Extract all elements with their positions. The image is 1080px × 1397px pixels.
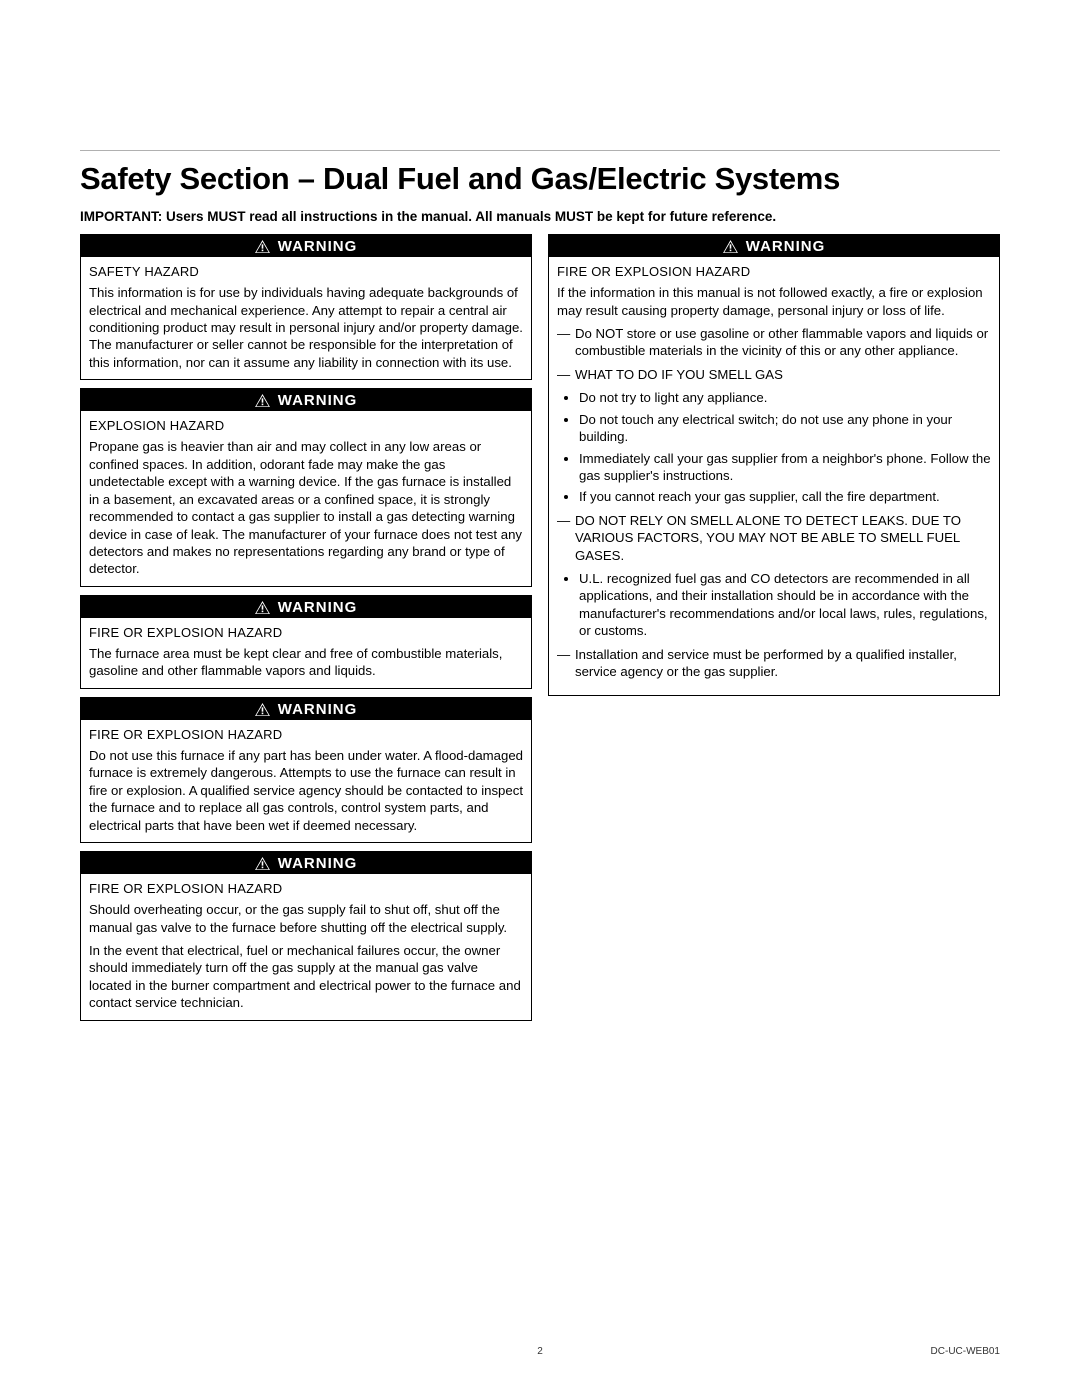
top-rule [80,150,1000,151]
warning-text: This information is for use by individua… [89,284,523,371]
bullet-item: Immediately call your gas supplier from … [579,450,991,485]
warning-icon [255,240,270,253]
warning-box: WARNING EXPLOSION HAZARD Propane gas is … [80,388,532,587]
warning-box: WARNING SAFETY HAZARD This information i… [80,234,532,380]
dash-icon: — [557,646,575,681]
warning-label: WARNING [278,238,358,255]
dash-text: Do NOT store or use gasoline or other fl… [575,325,991,360]
warning-box: WARNING FIRE OR EXPLOSION HAZARD Do not … [80,697,532,843]
bullet-list: U.L. recognized fuel gas and CO detector… [557,570,991,640]
dash-text: WHAT TO DO IF YOU SMELL GAS [575,366,991,383]
dash-icon: — [557,512,575,564]
important-note: IMPORTANT: Users MUST read all instructi… [80,209,1000,224]
page-number: 2 [80,1346,1000,1357]
hazard-title: FIRE OR EXPLOSION HAZARD [89,726,523,743]
warning-text: In the event that electrical, fuel or me… [89,942,523,1012]
hazard-title: SAFETY HAZARD [89,263,523,280]
warning-text: If the information in this manual is not… [557,284,991,319]
warning-icon [723,240,738,253]
warning-icon [255,703,270,716]
warning-label: WARNING [746,238,826,255]
warning-label: WARNING [278,855,358,872]
dash-item: — DO NOT RELY ON SMELL ALONE TO DETECT L… [557,512,991,564]
dash-item: — WHAT TO DO IF YOU SMELL GAS [557,366,991,383]
warning-icon [255,394,270,407]
warning-body: EXPLOSION HAZARD Propane gas is heavier … [81,411,531,586]
warning-body: FIRE OR EXPLOSION HAZARD The furnace are… [81,618,531,688]
warning-header: WARNING [81,596,531,618]
bullet-item: Do not try to light any appliance. [579,389,991,406]
warning-body: FIRE OR EXPLOSION HAZARD If the informat… [549,257,999,695]
warning-icon [255,601,270,614]
page: Safety Section – Dual Fuel and Gas/Elect… [0,0,1080,1397]
warning-header: WARNING [81,389,531,411]
dash-icon: — [557,366,575,383]
warning-body: FIRE OR EXPLOSION HAZARD Should overheat… [81,874,531,1020]
dash-item: — Do NOT store or use gasoline or other … [557,325,991,360]
bullet-item: Do not touch any electrical switch; do n… [579,411,991,446]
warning-text: Propane gas is heavier than air and may … [89,438,523,577]
dash-text: DO NOT RELY ON SMELL ALONE TO DETECT LEA… [575,512,991,564]
left-column: WARNING SAFETY HAZARD This information i… [80,234,532,1029]
warning-body: SAFETY HAZARD This information is for us… [81,257,531,379]
warning-icon [255,857,270,870]
dash-item: — Installation and service must be perfo… [557,646,991,681]
warning-label: WARNING [278,392,358,409]
hazard-title: FIRE OR EXPLOSION HAZARD [557,263,991,280]
bullet-list: Do not try to light any appliance. Do no… [557,389,991,506]
hazard-title: FIRE OR EXPLOSION HAZARD [89,880,523,897]
dash-text: Installation and service must be perform… [575,646,991,681]
warning-header: WARNING [549,235,999,257]
warning-label: WARNING [278,701,358,718]
footer: 2 DC-UC-WEB01 [80,1346,1000,1357]
warning-header: WARNING [81,235,531,257]
columns: WARNING SAFETY HAZARD This information i… [80,234,1000,1029]
warning-box: WARNING FIRE OR EXPLOSION HAZARD The fur… [80,595,532,689]
hazard-title: EXPLOSION HAZARD [89,417,523,434]
hazard-title: FIRE OR EXPLOSION HAZARD [89,624,523,641]
bullet-item: U.L. recognized fuel gas and CO detector… [579,570,991,640]
page-title: Safety Section – Dual Fuel and Gas/Elect… [80,161,1000,197]
warning-text: The furnace area must be kept clear and … [89,645,523,680]
warning-label: WARNING [278,599,358,616]
dash-icon: — [557,325,575,360]
warning-body: FIRE OR EXPLOSION HAZARD Do not use this… [81,720,531,842]
warning-text: Do not use this furnace if any part has … [89,747,523,834]
right-column: WARNING FIRE OR EXPLOSION HAZARD If the … [548,234,1000,1029]
warning-box: WARNING FIRE OR EXPLOSION HAZARD Should … [80,851,532,1021]
warning-text: Should overheating occur, or the gas sup… [89,901,523,936]
warning-header: WARNING [81,852,531,874]
warning-header: WARNING [81,698,531,720]
bullet-item: If you cannot reach your gas supplier, c… [579,488,991,505]
warning-box: WARNING FIRE OR EXPLOSION HAZARD If the … [548,234,1000,696]
